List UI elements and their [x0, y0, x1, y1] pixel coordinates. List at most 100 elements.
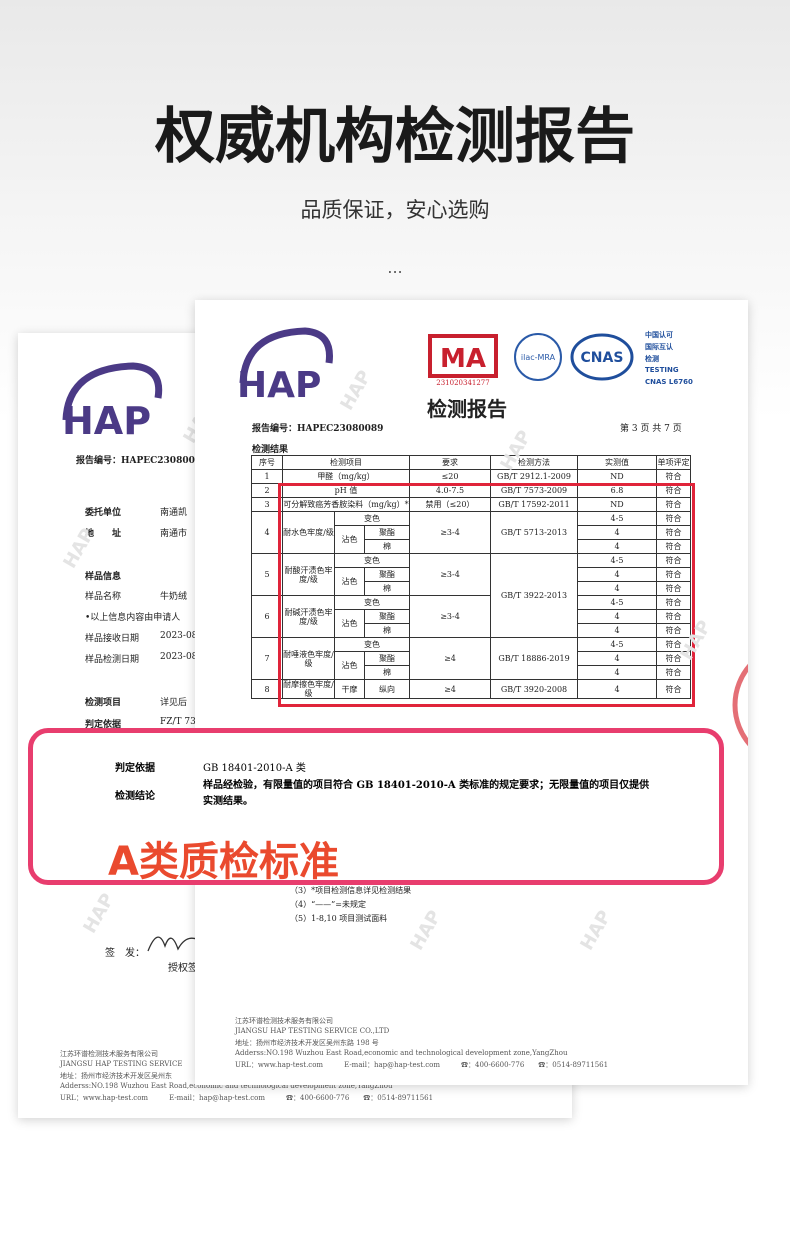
- table-row: 棉 4 符合: [252, 539, 691, 554]
- watermark: HAP: [79, 889, 119, 938]
- table-cell: 要求: [409, 455, 491, 470]
- table-cell: 耐唾液色牢度/级: [282, 637, 335, 680]
- field-label: 委托单位: [85, 508, 122, 518]
- highlight-text: A类质检标准: [108, 839, 339, 885]
- logo-text: HAP: [237, 365, 321, 406]
- signature-label: 签 发：: [105, 948, 145, 959]
- table-cell: 单项评定: [656, 455, 691, 470]
- table-cell: GB/T 5713-2013: [490, 511, 578, 554]
- page-title: 权威机构检测报告: [155, 102, 635, 172]
- footer-line: Adderss:NO.198 Wuzhou East Road,economic…: [235, 1049, 568, 1057]
- table-cell: 7: [251, 637, 283, 680]
- table-cell: GB/T 18886-2019: [490, 637, 578, 680]
- overlay-card: 判定依据 GB 18401-2010-A 类 检测结论 样品经检验，有限量值的项…: [28, 728, 724, 885]
- field-value: FZ/T 73: [160, 717, 196, 727]
- cnas-oval: [570, 333, 634, 381]
- results-table: 序号 检测项目 要求 检测方法 实测值 单项评定 1 甲醛（mg/kg） ≤20 GB/T 291…: [251, 455, 691, 699]
- table-cell: 符合: [656, 679, 691, 699]
- table-cell: 沾色: [334, 651, 365, 680]
- table-row: 沾色 聚酯 4 符合: [252, 609, 691, 638]
- field-label: 样品名称: [85, 592, 122, 602]
- logo-icon: HAP: [237, 327, 333, 406]
- table-cell: ≤20: [409, 469, 491, 484]
- report-no: 报告编号：HAPEC23080089: [252, 424, 384, 434]
- footer-line: 地址：扬州市经济技术开发区吴州东: [60, 1072, 172, 1080]
- table-row: 棉 4 符合: [252, 665, 691, 680]
- cnas: CNAS: [581, 350, 624, 366]
- field-label: 样品检测日期: [85, 655, 140, 665]
- table-cell: 实测值: [577, 455, 657, 470]
- signature: [147, 936, 204, 952]
- watermark: HAP: [59, 524, 99, 573]
- table-row: 序号 检测项目 要求 检测方法 实测值 单项评定: [251, 455, 691, 470]
- note: （3）*项目检测信息详见检测结果: [290, 886, 412, 895]
- table-row: 沾色 聚酯 4 符合: [252, 567, 691, 596]
- table-row: 1 甲醛（mg/kg） ≤20 GB/T 2912.1-2009 ND 符合: [251, 469, 691, 484]
- table-row: 6 耐碱汗渍色牢度/级 变色 ≥3-4 4-5 符合: [251, 595, 691, 638]
- footer-line: JIANGSU HAP TESTING SERVICE CO.,LTD: [235, 1027, 390, 1035]
- page-number: 第 3 页 共 7 页: [620, 424, 682, 434]
- stamp: [732, 663, 748, 747]
- cnas-text: 中国认可: [645, 331, 673, 339]
- front-report: HAP MA 231020341277 ilac-MRA CNAS 检测报告 报…: [195, 300, 748, 1085]
- footer-line: URL：www.hap-test.com E-mail：hap@hap-test…: [235, 1061, 609, 1069]
- ma-number: 231020341277: [436, 379, 489, 387]
- footer-line: JIANGSU HAP TESTING SERVICE: [60, 1060, 183, 1068]
- cnas-text: TESTING: [645, 366, 679, 374]
- table-row: 4 耐水色牢度/级 变色 ≥3-4 GB/T 5713-2013 4-5 符合: [251, 511, 691, 554]
- cnas-text: 检测: [645, 355, 659, 363]
- field-label: •以上信息内容由申请人: [85, 613, 181, 623]
- table-cell: ND: [577, 469, 657, 484]
- logo-text: HAP: [62, 399, 151, 443]
- table-cell: 序号: [251, 455, 283, 470]
- report-no: 报告编号：HAPEC2308008: [76, 456, 202, 466]
- cnas-text: CNAS L6760: [645, 378, 693, 386]
- footer-line: Adderss:NO.198 Wuzhou East Road,economic…: [60, 1082, 393, 1090]
- field-value: 2023-08: [160, 631, 198, 641]
- cnas-text: 国际互认: [645, 343, 673, 351]
- highlight-box: [278, 483, 695, 707]
- table-cell: 6: [251, 595, 283, 638]
- table-row: 沾色 聚酯 4 符合: [252, 651, 691, 680]
- table-row: 8 耐摩擦色牢度/级 干摩 纵向 ≥4 GB/T 3920-2008 4 符合: [251, 679, 691, 699]
- subtitle: 品质保证，安心选购: [300, 198, 490, 222]
- note: （4）“——”=未规定: [290, 900, 366, 909]
- field-value: 南通凯: [160, 508, 188, 518]
- authorized: 授权签: [168, 963, 198, 974]
- table-cell: 1: [251, 469, 283, 484]
- table-cell: 棉: [364, 581, 410, 596]
- note: （5）1-8,10 项目测试面料: [290, 914, 388, 923]
- field-label: 检测项目: [85, 698, 122, 708]
- watermark: HAP: [576, 906, 616, 955]
- table-cell: 耐碱汗渍色牢度/级: [282, 595, 335, 638]
- footer-line: 江苏环谱检测技术服务有限公司: [235, 1017, 333, 1025]
- overlay-value: GB 18401-2010-A 类: [203, 763, 306, 774]
- ilac-circle: [514, 333, 562, 381]
- field-value: 牛奶绒: [160, 592, 188, 602]
- table-cell: 符合: [656, 511, 691, 526]
- table-row: 5 耐酸汗渍色牢度/级 变色 ≥3-4 GB/T 3922-2013 4-5 符合: [251, 553, 691, 638]
- table-cell: 符合: [656, 469, 691, 484]
- table-cell: GB/T 2912.1-2009: [490, 469, 578, 484]
- report-title: 检测报告: [427, 397, 507, 421]
- overlay-label: 检测结论: [115, 791, 155, 802]
- field-value: 南通市: [160, 529, 188, 539]
- logo-icon: HAP: [62, 362, 163, 443]
- field-value: 详见后: [160, 698, 188, 708]
- field-value: 2023-08: [160, 652, 198, 662]
- ma: MA: [440, 344, 486, 374]
- ma-box: [428, 334, 498, 378]
- table-row: 棉 4 符合: [252, 581, 691, 596]
- footer-line: URL：www.hap-test.com E-mail：hap@hap-test…: [60, 1094, 434, 1102]
- table-cell: 8: [251, 679, 283, 699]
- table-cell: ≥4: [409, 679, 491, 699]
- table-cell: 沾色: [334, 609, 365, 638]
- overlay-label: 判定依据: [115, 763, 155, 774]
- table-row: 7 耐唾液色牢度/级 变色 ≥4 GB/T 18886-2019 4-5 符合: [251, 637, 691, 680]
- field-label: 判定依据: [85, 720, 122, 730]
- ellipsis: ...: [387, 258, 403, 277]
- section-title: 样品信息: [85, 572, 122, 582]
- table-cell: 甲醛（mg/kg）: [282, 469, 410, 484]
- cert-marks: MA 231020341277 ilac-MRA CNAS: [428, 333, 634, 387]
